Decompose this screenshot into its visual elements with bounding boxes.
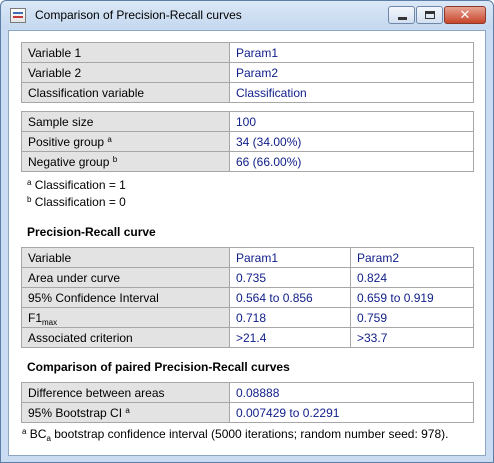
variable1-value: Param1 (229, 42, 474, 63)
table-row: Variable 2 Param2 (21, 62, 474, 83)
pr-curve-heading: Precision-Recall curve (27, 225, 156, 239)
window-title: Comparison of Precision-Recall curves (35, 8, 242, 22)
footnote-negative: b Classification = 0 (27, 195, 126, 209)
footnote-marker: b (27, 195, 32, 204)
sample-table: Sample size 100 Positive group a 34 (34.… (21, 111, 474, 172)
footnote-marker: a (125, 405, 130, 415)
table-row: Associated criterion >21.4 >33.7 (21, 327, 474, 348)
f1max-label: F1max (21, 307, 230, 328)
report-content: Variable 1 Param1 Variable 2 Param2 Clas… (8, 30, 486, 456)
sample-size-value: 100 (229, 111, 474, 132)
table-row: Sample size 100 (21, 111, 474, 132)
footnote-text: bootstrap confidence interval (5000 iter… (50, 427, 449, 441)
f1max-param1: 0.718 (229, 307, 351, 328)
table-row: 95% Bootstrap CI a 0.007429 to 0.2291 (21, 402, 474, 423)
classification-variable-label: Classification variable (21, 82, 230, 103)
ci-param2: 0.659 to 0.919 (350, 287, 474, 308)
auc-param2: 0.824 (350, 267, 474, 288)
positive-group-label: Positive group a (21, 131, 230, 152)
footnote-marker: a (22, 427, 27, 436)
footnote-marker: a (27, 178, 32, 187)
classification-variable-value: Classification (229, 82, 474, 103)
difference-value: 0.08888 (229, 382, 474, 403)
pr-curve-table: Variable Param1 Param2 Area under curve … (21, 247, 474, 348)
table-row: Variable 1 Param1 (21, 42, 474, 63)
footnote-bootstrap: a BCa bootstrap confidence interval (500… (22, 427, 449, 443)
column-header-param1: Param1 (229, 247, 351, 268)
variable1-label: Variable 1 (21, 42, 230, 63)
table-row: Area under curve 0.735 0.824 (21, 267, 474, 288)
criterion-param2: >33.7 (350, 327, 474, 348)
bca-text: BC (29, 427, 47, 441)
difference-label: Difference between areas (21, 382, 230, 403)
column-header-param2: Param2 (350, 247, 474, 268)
negative-group-text: Negative group (28, 154, 110, 169)
table-row: 95% Confidence Interval 0.564 to 0.856 0… (21, 287, 474, 308)
table-row: Negative group b 66 (66.00%) (21, 151, 474, 172)
variable2-value: Param2 (229, 62, 474, 83)
minimize-button[interactable] (388, 6, 415, 24)
maximize-icon (425, 11, 435, 19)
criterion-label: Associated criterion (21, 327, 230, 348)
footnote-marker: b (112, 154, 118, 164)
report-app-icon (10, 8, 26, 23)
f1max-param2: 0.759 (350, 307, 474, 328)
table-row: Classification variable Classification (21, 82, 474, 103)
close-button[interactable]: ✕ (444, 6, 486, 24)
column-header-variable: Variable (21, 247, 230, 268)
f1-text: F1 (28, 310, 43, 325)
bca-subscript: a (46, 434, 51, 443)
criterion-param1: >21.4 (229, 327, 351, 348)
auc-label: Area under curve (21, 267, 230, 288)
positive-group-value: 34 (34.00%) (229, 131, 474, 152)
title-bar[interactable]: Comparison of Precision-Recall curves ✕ (1, 1, 493, 29)
table-row: Positive group a 34 (34.00%) (21, 131, 474, 152)
maximize-button[interactable] (416, 6, 443, 24)
footnote-text: Classification = 1 (34, 178, 126, 192)
table-row: Variable Param1 Param2 (21, 247, 474, 268)
ci-label: 95% Confidence Interval (21, 287, 230, 308)
bootstrap-ci-text: 95% Bootstrap CI (28, 405, 123, 420)
variable2-label: Variable 2 (21, 62, 230, 83)
footnote-marker: a (107, 134, 112, 144)
bootstrap-ci-label: 95% Bootstrap CI a (21, 402, 230, 423)
positive-group-text: Positive group (28, 134, 105, 149)
footnote-text: Classification = 0 (34, 195, 126, 209)
auc-param1: 0.735 (229, 267, 351, 288)
sample-size-label: Sample size (21, 111, 230, 132)
minimize-icon (398, 17, 407, 20)
footnote-positive: a Classification = 1 (27, 178, 126, 192)
variables-table: Variable 1 Param1 Variable 2 Param2 Clas… (21, 42, 474, 103)
bootstrap-ci-value: 0.007429 to 0.2291 (229, 402, 474, 423)
ci-param1: 0.564 to 0.856 (229, 287, 351, 308)
table-row: Difference between areas 0.08888 (21, 382, 474, 403)
close-icon: ✕ (459, 7, 471, 22)
f1-subscript: max (42, 317, 58, 327)
paired-comparison-heading: Comparison of paired Precision-Recall cu… (27, 360, 290, 374)
table-row: F1max 0.718 0.759 (21, 307, 474, 328)
negative-group-value: 66 (66.00%) (229, 151, 474, 172)
negative-group-label: Negative group b (21, 151, 230, 172)
paired-comparison-table: Difference between areas 0.08888 95% Boo… (21, 382, 474, 423)
